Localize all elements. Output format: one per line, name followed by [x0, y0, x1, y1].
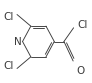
Text: N: N [14, 37, 22, 46]
Text: O: O [76, 66, 85, 76]
Text: Cl: Cl [3, 61, 13, 71]
Text: Cl: Cl [3, 12, 13, 22]
Text: Cl: Cl [77, 20, 87, 30]
